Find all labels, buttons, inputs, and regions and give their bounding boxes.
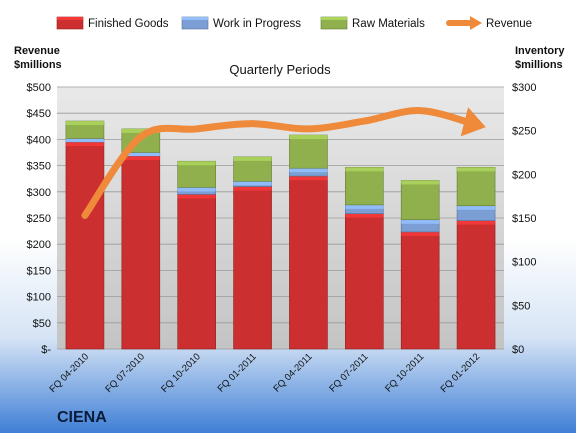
- bar-highlight: [65, 142, 104, 147]
- right-axis-title-line2: $millions: [515, 59, 563, 71]
- bar-finished-goods: [289, 175, 328, 350]
- bar-highlight: [289, 176, 328, 181]
- bar-finished-goods: [177, 194, 216, 350]
- bar-raw-materials: [400, 180, 440, 221]
- bar-highlight: [177, 187, 216, 192]
- revenue-line-path: [81, 107, 480, 219]
- left-tick-label: $250: [27, 213, 51, 225]
- left-axis-ticks: $- $50 $100 $150 $200 $250 $300 $350 $400 $450 $50…: [27, 82, 52, 356]
- left-tick-label: $50: [33, 318, 51, 330]
- right-tick-label: $200: [512, 169, 536, 181]
- legend-swatch-highlight: [321, 17, 347, 20]
- bar-highlight: [457, 167, 496, 172]
- left-tick-label: $450: [27, 108, 51, 120]
- bar-highlight: [177, 161, 216, 166]
- bar-highlight: [345, 213, 384, 218]
- bar-finished-goods: [121, 155, 161, 350]
- bar-highlight: [233, 186, 272, 191]
- legend-swatch-highlight: [57, 17, 83, 20]
- legend: Finished Goods Work in Progress Raw Materi…: [56, 16, 532, 30]
- bar-finished-goods: [345, 213, 384, 350]
- bar-highlight: [177, 194, 216, 199]
- right-axis-title-line1: Inventory: [515, 45, 565, 57]
- left-axis-title-line2: $millions: [14, 59, 62, 71]
- left-tick-label: $150: [27, 265, 51, 277]
- bar-finished-goods: [400, 231, 440, 350]
- bar-highlight: [289, 168, 328, 173]
- left-tick-label: $350: [27, 161, 51, 173]
- legend-label: Finished Goods: [88, 18, 169, 30]
- bar-raw-materials: [177, 160, 216, 188]
- bar-highlight: [401, 231, 440, 236]
- legend-swatch-arrowhead: [470, 16, 482, 30]
- left-tick-label: $300: [27, 187, 51, 199]
- bar-highlight: [233, 181, 272, 186]
- left-tick-label: $-: [41, 344, 51, 356]
- bar-highlight: [121, 155, 160, 160]
- legend-label: Raw Materials: [352, 18, 425, 30]
- bar-highlight: [121, 152, 160, 156]
- bar-highlight: [345, 167, 384, 172]
- revenue-line: [81, 107, 486, 219]
- legend-label: Revenue: [486, 18, 532, 30]
- right-tick-label: $0: [512, 344, 524, 356]
- bar-highlight: [457, 220, 496, 225]
- bar-raw-materials: [233, 156, 272, 182]
- left-tick-label: $200: [27, 239, 51, 251]
- bars: [65, 120, 496, 350]
- bar-finished-goods: [456, 220, 496, 350]
- bar-highlight: [65, 121, 104, 126]
- revenue-arrowhead: [460, 107, 486, 137]
- bar-finished-goods: [233, 186, 272, 350]
- right-tick-label: $50: [512, 300, 530, 312]
- bar-highlight: [401, 180, 440, 185]
- right-tick-label: $250: [512, 126, 536, 138]
- right-tick-label: $150: [512, 213, 536, 225]
- legend-swatch-highlight: [182, 17, 208, 20]
- bar-raw-materials: [289, 134, 328, 169]
- left-tick-label: $100: [27, 292, 51, 304]
- bar-highlight: [121, 128, 160, 133]
- bar-highlight: [233, 156, 272, 161]
- bar-highlight: [401, 219, 440, 224]
- left-axis-title-line1: Revenue: [14, 45, 60, 57]
- bar-highlight: [345, 204, 384, 209]
- bar-highlight: [65, 138, 104, 143]
- bar-highlight: [289, 135, 328, 140]
- bar-highlight: [457, 205, 496, 210]
- left-tick-label: $500: [27, 82, 51, 94]
- bar-raw-materials: [456, 167, 496, 207]
- left-tick-label: $400: [27, 134, 51, 146]
- right-tick-label: $300: [512, 82, 536, 94]
- legend-label: Work in Progress: [213, 18, 301, 30]
- company-name: CIENA: [57, 409, 107, 426]
- plot-title: Quarterly Periods: [229, 62, 331, 77]
- bar-raw-materials: [345, 167, 384, 206]
- right-tick-label: $100: [512, 257, 536, 269]
- bar-finished-goods: [65, 141, 105, 350]
- right-axis-ticks: $0 $50 $100 $150 $200 $250 $300: [512, 82, 536, 356]
